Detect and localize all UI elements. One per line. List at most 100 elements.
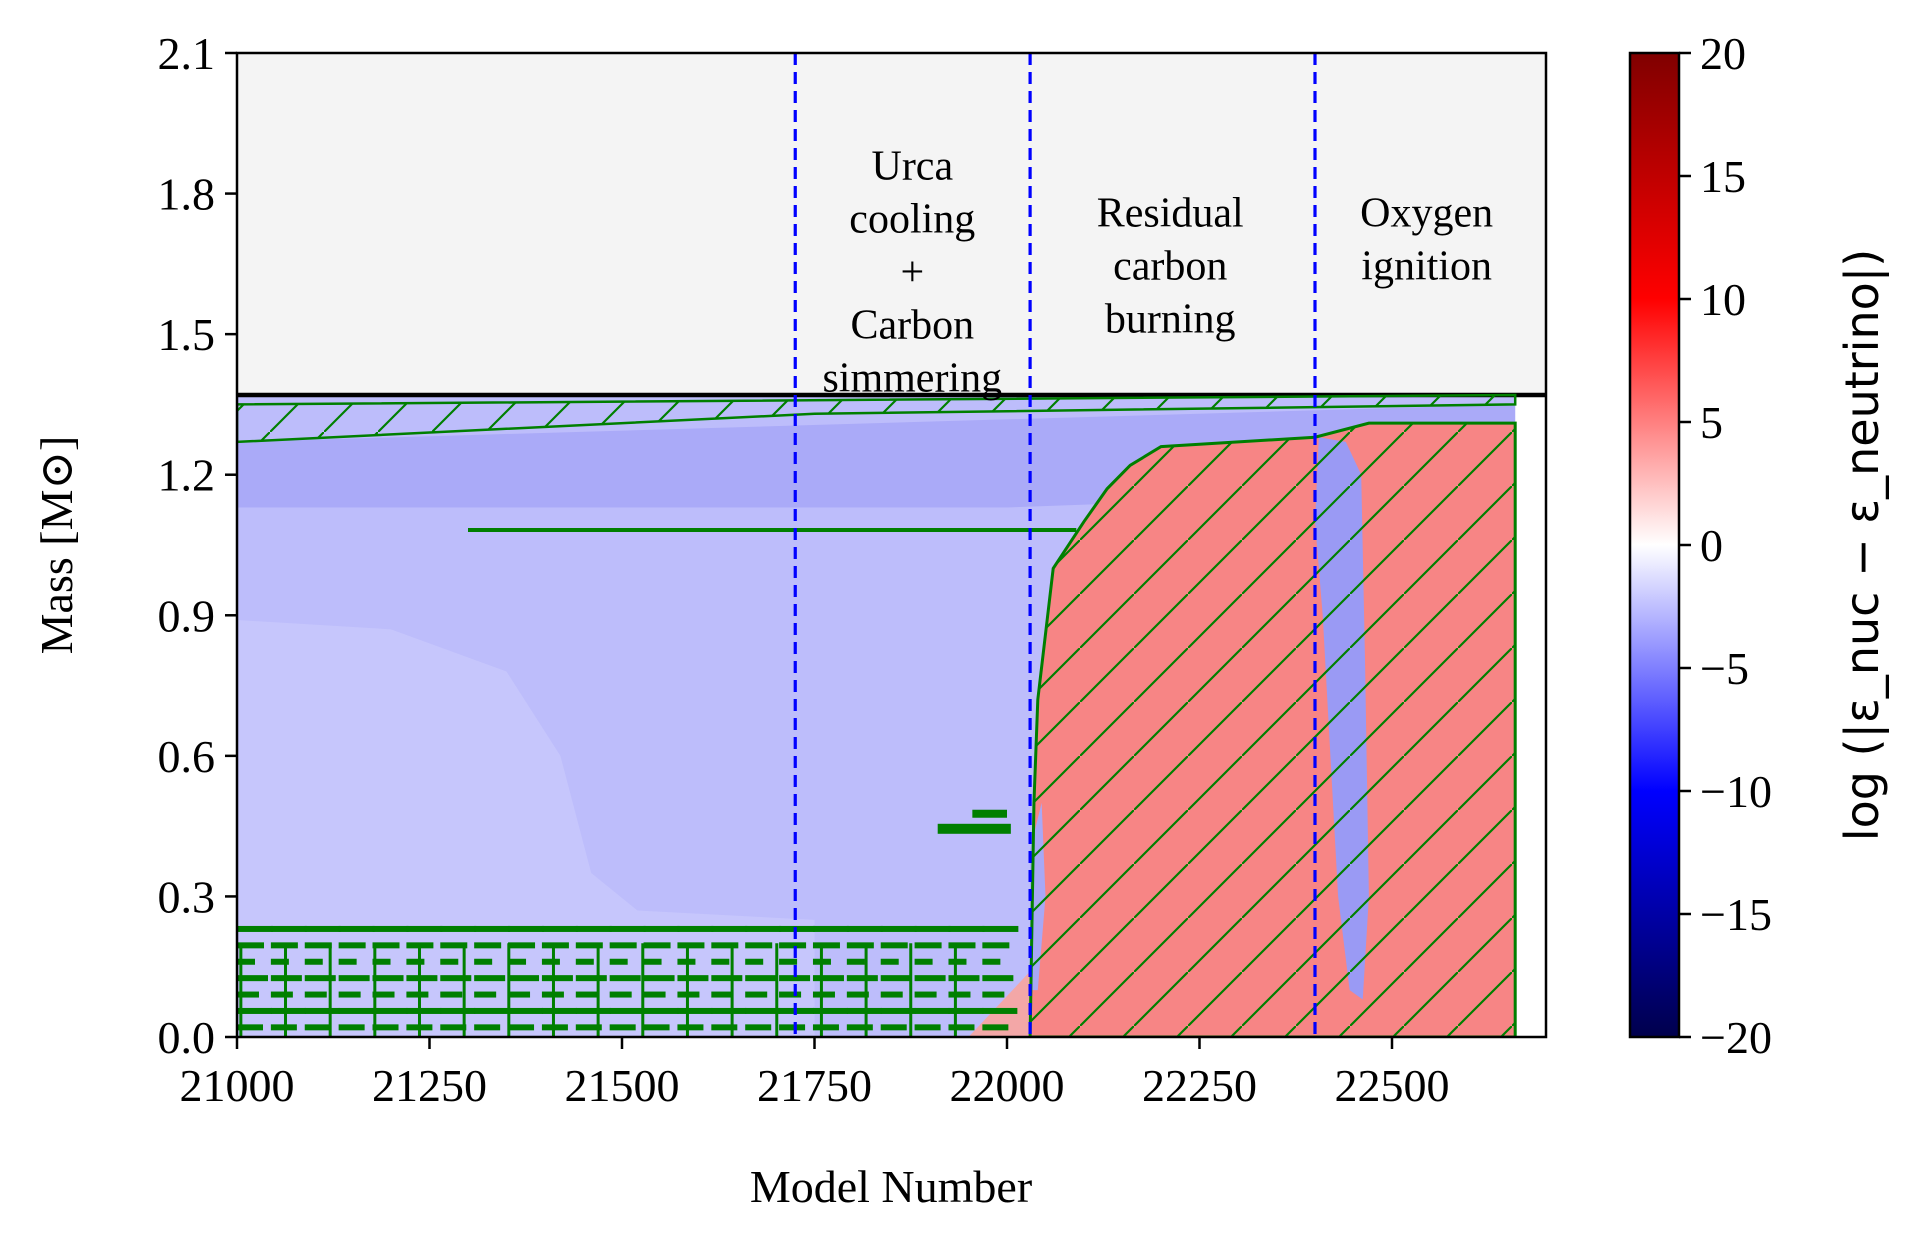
convective-cell <box>474 925 511 932</box>
x-tick-label: 22500 <box>1335 1060 1450 1111</box>
convective-cell <box>745 925 782 932</box>
convective-cell <box>948 958 967 965</box>
convective-cell <box>406 1007 442 1014</box>
convective-cell <box>846 958 865 965</box>
convective-cell <box>779 942 807 949</box>
convective-cell <box>779 925 816 932</box>
x-tick-label: 21750 <box>757 1060 872 1111</box>
colorbar-tick-label: 15 <box>1700 151 1746 202</box>
x-tick-label: 22250 <box>1142 1060 1257 1111</box>
phase-divider-lines <box>793 53 1317 1037</box>
convective-cell <box>406 991 429 998</box>
convective-cell <box>237 1024 263 1031</box>
convective-cell <box>812 975 844 982</box>
convective-cell <box>948 925 985 932</box>
convective-cell <box>575 1024 602 1031</box>
phase-annotation: Oxygen ignition <box>1360 190 1493 289</box>
convective-cell <box>677 925 714 932</box>
convective-cell <box>372 942 400 949</box>
convective-cell <box>440 958 459 965</box>
convective-cell <box>846 942 874 949</box>
convective-cell <box>304 958 323 965</box>
convective-cell <box>508 991 531 998</box>
convective-hatch-regions <box>237 393 1517 1037</box>
burning-convective-hatch <box>1028 421 1517 1037</box>
colorbar-tick-label: 5 <box>1700 397 1723 448</box>
convective-cell <box>812 925 849 932</box>
convective-cell <box>237 975 268 982</box>
convective-cell <box>812 991 835 998</box>
convective-cell <box>575 1007 611 1014</box>
convective-cell <box>237 991 259 998</box>
convective-cell <box>338 1024 365 1031</box>
convective-cell <box>948 991 971 998</box>
convective-cell <box>541 925 578 932</box>
phase-annotation-line: carbon <box>1113 243 1227 289</box>
convective-cell <box>812 1007 848 1014</box>
convective-cell <box>474 991 497 998</box>
convective-cell <box>982 942 1010 949</box>
colorbar <box>1628 51 1681 1039</box>
outside-star-region <box>237 53 1546 396</box>
convective-cell <box>982 958 1001 965</box>
convective-cell <box>609 925 646 932</box>
convective-cell <box>372 925 409 932</box>
y-tick-label: 1.8 <box>158 169 216 220</box>
convective-cell <box>270 1024 297 1031</box>
convective-cell <box>372 1024 399 1031</box>
convective-cell <box>609 1007 645 1014</box>
convective-cell <box>372 975 404 982</box>
convective-cell <box>711 975 743 982</box>
convective-cell <box>972 809 1007 818</box>
convective-cell <box>982 1007 1018 1014</box>
convective-cell <box>270 958 289 965</box>
phase-annotation-line: Urca <box>871 144 953 190</box>
convective-cell <box>643 975 675 982</box>
convective-cell <box>237 925 273 932</box>
convective-cell <box>372 958 391 965</box>
convective-cell <box>643 991 666 998</box>
convective-cell <box>270 925 307 932</box>
convective-cell <box>541 975 573 982</box>
convective-cell <box>304 975 336 982</box>
y-tick-label: 0.9 <box>158 590 216 641</box>
convective-cell <box>711 925 748 932</box>
convective-cell <box>711 942 739 949</box>
convective-cell <box>609 958 628 965</box>
convective-cell <box>304 1024 331 1031</box>
colorbar-tick-label: 10 <box>1700 274 1746 325</box>
convective-cell <box>609 942 637 949</box>
convective-cell <box>440 925 477 932</box>
y-tick-label: 1.2 <box>158 450 216 501</box>
convective-cell <box>338 975 370 982</box>
convective-cell <box>880 1024 907 1031</box>
convective-cell <box>711 991 734 998</box>
convective-cell <box>880 991 903 998</box>
x-tick-label: 21500 <box>565 1060 680 1111</box>
phase-annotation-line: + <box>900 250 924 296</box>
convective-cell <box>982 925 1019 932</box>
convective-cell <box>745 1007 781 1014</box>
y-axis-ticks: 0.0 0.3 0.6 0.9 1.2 1.5 1.8 2.1 <box>158 28 237 1063</box>
y-tick-label: 2.1 <box>158 28 216 79</box>
convective-cell <box>406 975 438 982</box>
convective-cell <box>914 991 937 998</box>
convective-cell <box>711 958 730 965</box>
convective-cell <box>406 925 443 932</box>
convective-cell <box>338 942 366 949</box>
convective-cell <box>846 925 883 932</box>
convective-cell <box>948 942 976 949</box>
x-tick-label: 22000 <box>950 1060 1065 1111</box>
convective-cell <box>575 991 598 998</box>
convective-cell <box>779 1024 806 1031</box>
convective-cell <box>474 942 502 949</box>
convective-cell <box>846 1024 873 1031</box>
convective-cell <box>575 942 603 949</box>
convective-cell <box>338 925 375 932</box>
convective-cell <box>508 975 540 982</box>
convective-cell <box>575 975 607 982</box>
convective-cell <box>982 975 1014 982</box>
convective-cell <box>406 958 425 965</box>
convective-cell <box>880 1007 916 1014</box>
convective-cell <box>880 958 899 965</box>
